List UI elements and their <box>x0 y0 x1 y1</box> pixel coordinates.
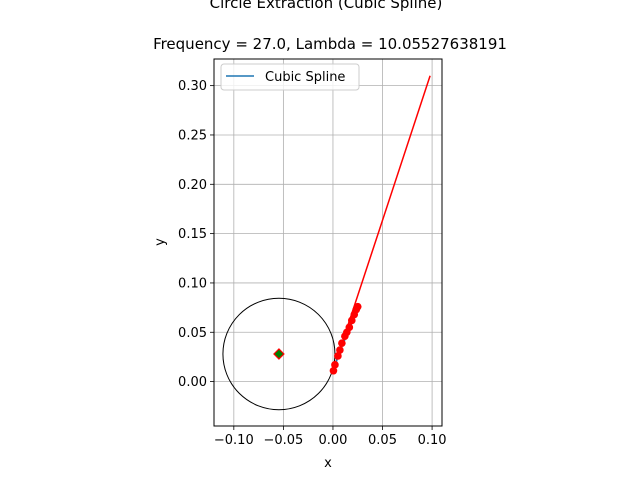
x-tick-label: 0.00 <box>318 433 347 448</box>
plot-area <box>222 75 431 411</box>
x-tick-label: 0.05 <box>368 433 397 448</box>
data-point <box>345 323 354 332</box>
axes-title: Frequency = 27.0, Lambda = 10.0552763819… <box>153 35 507 53</box>
y-tick-label: 0.15 <box>178 227 207 242</box>
y-tick-label: 0.05 <box>178 326 207 341</box>
data-point <box>336 346 344 354</box>
x-tick-label: 0.10 <box>418 433 447 448</box>
data-point <box>331 361 339 369</box>
axis-ticks: −0.10 −0.05 0.00 0.05 0.10 0.00 0.05 0.10 0.15 0.… <box>178 79 447 448</box>
x-tick-label: −0.05 <box>263 433 303 448</box>
data-point <box>338 339 346 347</box>
y-tick-label: 0.25 <box>178 128 207 143</box>
legend-label-cubic-spline: Cubic Spline <box>265 70 345 85</box>
y-tick-label: 0.00 <box>178 375 207 390</box>
legend: Cubic Spline <box>220 63 360 91</box>
y-tick-label: 0.30 <box>178 79 207 94</box>
center-marker <box>273 348 285 360</box>
legend-box <box>220 63 360 91</box>
y-tick-label: 0.20 <box>178 178 207 193</box>
y-tick-label: 0.10 <box>178 276 207 291</box>
data-point <box>353 302 362 311</box>
y-axis-label: y <box>153 238 168 246</box>
data-point <box>334 352 342 360</box>
grid <box>214 59 442 426</box>
x-tick-label: −0.10 <box>214 433 254 448</box>
axes-frame <box>213 58 443 427</box>
data-point <box>347 316 356 325</box>
x-axis-label: x <box>324 456 332 471</box>
data-point <box>329 366 338 375</box>
figure-suptitle: Circle Extraction (Cubic Spline) <box>210 0 443 12</box>
